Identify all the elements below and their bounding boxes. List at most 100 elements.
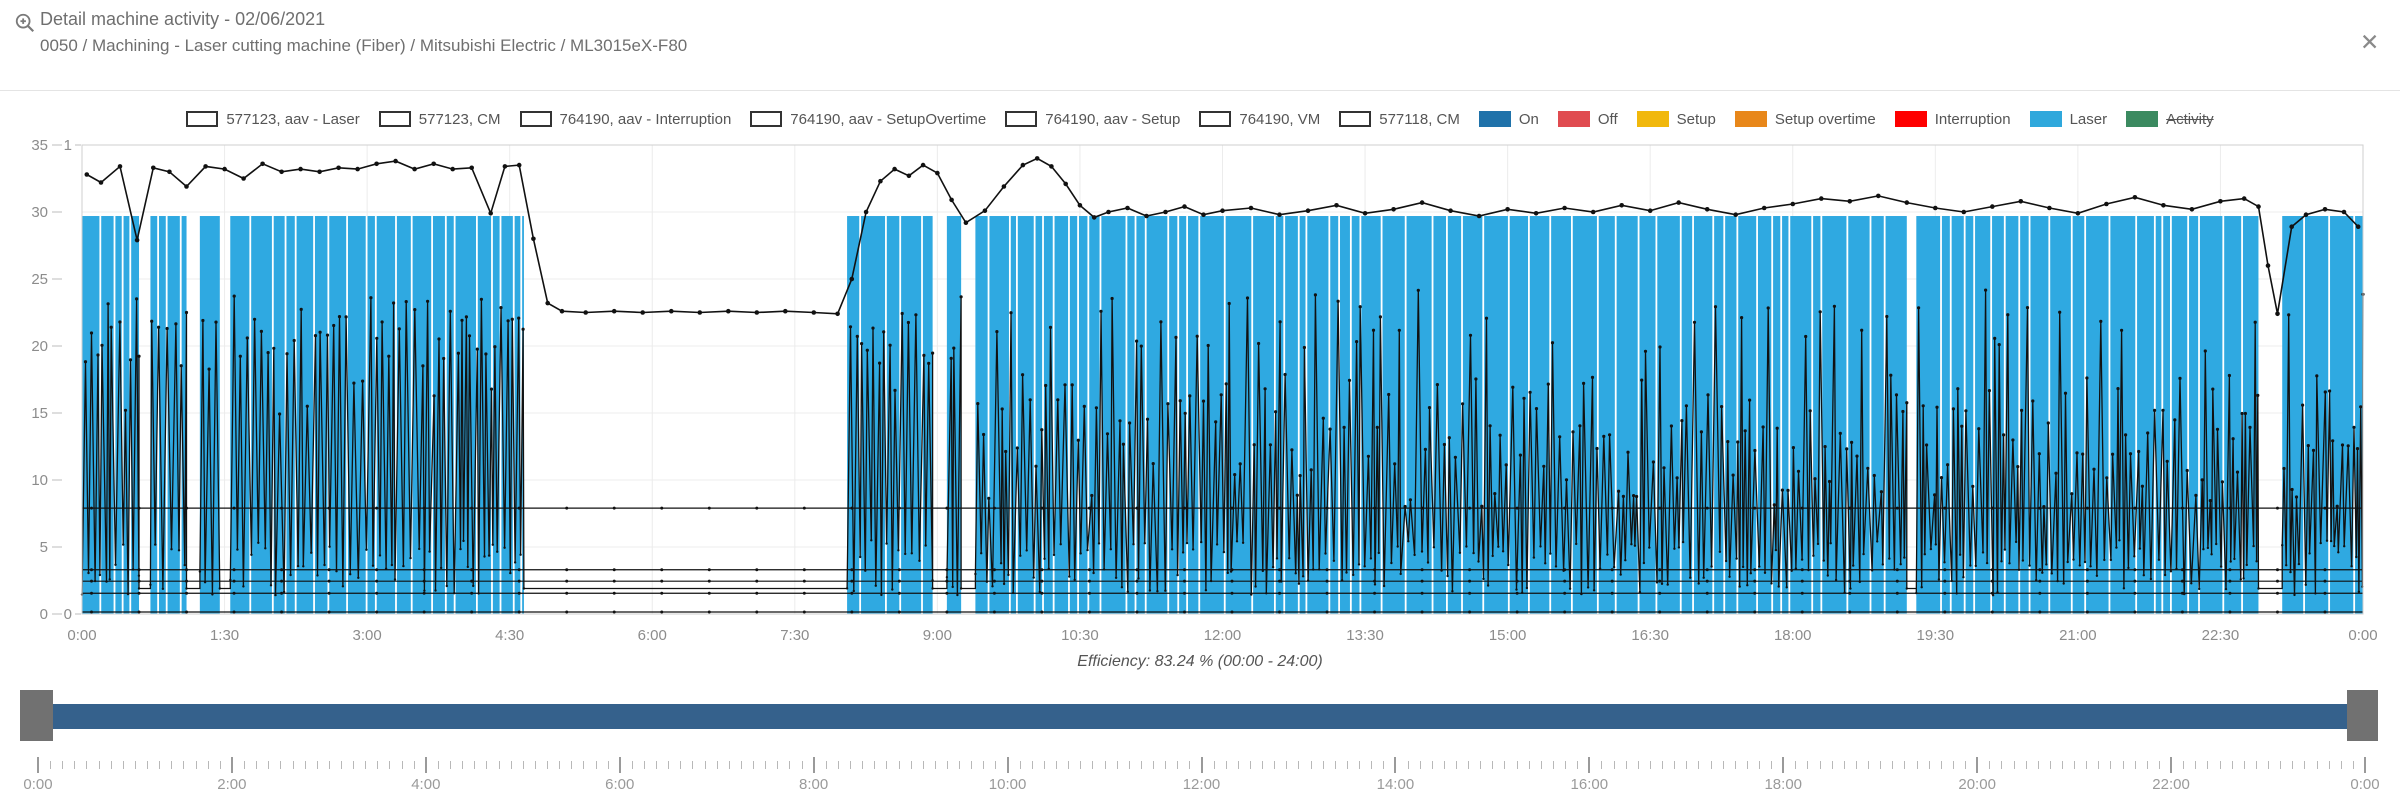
x-tick-label: 13:30	[1346, 627, 1384, 644]
plot-border	[81, 144, 2364, 615]
legend-item-577118-cm[interactable]: 577118, CM	[1339, 111, 1460, 128]
legend-label: On	[1518, 110, 1539, 128]
ruler-tick-minor	[1649, 761, 1651, 769]
ruler-tick-major	[1200, 757, 1203, 773]
ruler-tick-minor	[1662, 761, 1664, 769]
ruler-tick-minor	[2062, 761, 2063, 769]
slider-handle-left[interactable]	[20, 690, 53, 741]
legend-label: 764190, VM	[1239, 110, 1321, 128]
legend-item-on[interactable]: On	[1478, 110, 1539, 128]
legend-item-setup[interactable]: Setup	[1636, 111, 1716, 128]
legend-item-764190-aav-setupovertime[interactable]: 764190, aav - SetupOvertime	[750, 111, 986, 128]
slider-handle-right[interactable]	[2347, 690, 2378, 741]
ruler-label: 10:00	[988, 776, 1027, 793]
ruler-tick-minor	[2025, 761, 2027, 769]
ruler-tick-minor	[450, 761, 452, 769]
ruler-tick-major	[812, 757, 815, 773]
ruler-tick-minor	[2255, 761, 2257, 769]
ruler-tick-minor	[1249, 761, 1251, 769]
laser-signal-line	[81, 290, 2364, 596]
ruler-tick-minor	[668, 761, 670, 769]
ruler-tick-minor	[1080, 761, 1082, 769]
ruler-tick-minor	[486, 761, 488, 769]
x-tick-label: 18:00	[1774, 627, 1812, 644]
ruler-tick-minor	[377, 761, 379, 769]
ruler-label: 16:00	[1570, 776, 1609, 793]
ruler-tick-minor	[1625, 761, 1627, 769]
ruler-tick-minor	[2086, 761, 2088, 769]
ruler-tick-minor	[159, 761, 161, 769]
ruler-tick-major	[1588, 757, 1591, 773]
legend-item-interruption[interactable]: Interruption	[1894, 111, 2011, 128]
ruler-tick-minor	[2183, 761, 2185, 769]
zoom-in-icon	[15, 13, 35, 33]
ruler-tick-minor	[1371, 761, 1373, 769]
ruler-tick-minor	[171, 761, 173, 769]
legend-item-laser[interactable]: Laser	[2029, 110, 2108, 128]
ruler-tick-minor	[1528, 761, 1530, 769]
y2-tick-label: 0	[64, 606, 72, 623]
header: Detail machine activity - 02/06/2021 005…	[0, 0, 2400, 90]
legend-item-764190-aav-setup[interactable]: 764190, aav - Setup	[1005, 111, 1180, 128]
slider-range-bar[interactable]	[53, 704, 2347, 729]
ruler-tick-minor	[2207, 761, 2209, 769]
ruler-tick-minor	[1189, 761, 1191, 769]
legend-item-764190-aav-interruption[interactable]: 764190, aav - Interruption	[519, 111, 731, 128]
x-tick-label: 1:30	[210, 627, 239, 644]
activity-chart-svg[interactable]: 35 30 25 20 15 10 5 0 0 1 0:00 1:30 3:00 4:30 6:00 7:30…	[0, 95, 2400, 655]
y-tick-label: 35	[31, 137, 48, 154]
ruler-tick-minor	[1746, 761, 1748, 769]
legend-label: 577123, CM	[418, 110, 501, 128]
ruler-tick-minor	[437, 761, 439, 769]
ruler-label: 14:00	[1376, 776, 1415, 793]
ruler-tick-minor	[1104, 761, 1106, 769]
ruler-tick-minor	[74, 761, 76, 769]
ruler-tick-minor	[789, 761, 791, 769]
ruler-label: 0:00	[23, 776, 53, 793]
ruler-tick-minor	[2243, 761, 2245, 769]
legend-label: 577123, aav - Laser	[226, 110, 360, 128]
ruler-tick-minor	[110, 761, 112, 769]
ruler-label: 2:00	[217, 776, 247, 793]
y-tick-label: 25	[31, 271, 48, 288]
ruler-tick-minor	[1734, 761, 1736, 769]
legend-swatch	[378, 111, 411, 127]
ruler-tick-minor	[1807, 761, 1809, 769]
ruler-tick-minor	[1310, 761, 1312, 769]
close-button[interactable]: ✕	[2354, 26, 2384, 56]
ruler-tick-minor	[474, 761, 476, 769]
legend-item-setup-overtime[interactable]: Setup overtime	[1734, 111, 1876, 128]
ruler-tick-minor	[98, 761, 100, 769]
dialog-subtitle: 0050 / Machining - Laser cutting machine…	[40, 36, 688, 55]
x-tick-label: 7:30	[780, 627, 809, 644]
ruler-tick-minor	[2316, 761, 2318, 769]
legend-item-577123-aav-laser[interactable]: 577123, aav - Laser	[186, 110, 360, 128]
legend-item-activity[interactable]: Activity	[2126, 111, 2214, 128]
ruler-tick-minor	[1431, 761, 1433, 769]
ruler-tick-minor	[147, 761, 149, 769]
legend-item-off[interactable]: Off	[1557, 111, 1618, 128]
y-tick-label: 20	[31, 338, 48, 355]
legend-label: 764190, aav - Setup	[1045, 110, 1181, 128]
legend-label: Laser	[2069, 110, 2108, 128]
ruler-tick-minor	[316, 761, 318, 769]
ruler-tick-minor	[1019, 761, 1021, 769]
ruler-tick-major	[2170, 757, 2173, 773]
ruler-tick-minor	[1540, 761, 1542, 769]
legend-item-577123-cm[interactable]: 577123, CM	[378, 110, 501, 128]
ruler-tick-minor	[1819, 761, 1821, 769]
ruler-tick-minor	[207, 761, 209, 769]
ruler-tick-minor	[1140, 761, 1142, 769]
ruler-tick-minor	[777, 761, 779, 769]
ruler-tick-minor	[1613, 761, 1615, 769]
activity-chart[interactable]: 35 30 25 20 15 10 5 0 0 1 0:00 1:30 3:00 4:30 6:00 7:30…	[0, 95, 2400, 655]
ruler-tick-major	[2364, 757, 2366, 773]
ruler-tick-major	[1006, 757, 1009, 773]
ruler-tick-minor	[1577, 761, 1579, 769]
ruler-tick-minor	[862, 761, 864, 769]
ruler-label: 8:00	[799, 776, 829, 793]
ruler-tick-minor	[256, 761, 258, 769]
ruler-tick-minor	[328, 761, 330, 769]
ruler-tick-minor	[2013, 761, 2015, 769]
legend-item-764190-vm[interactable]: 764190, VM	[1199, 111, 1320, 128]
